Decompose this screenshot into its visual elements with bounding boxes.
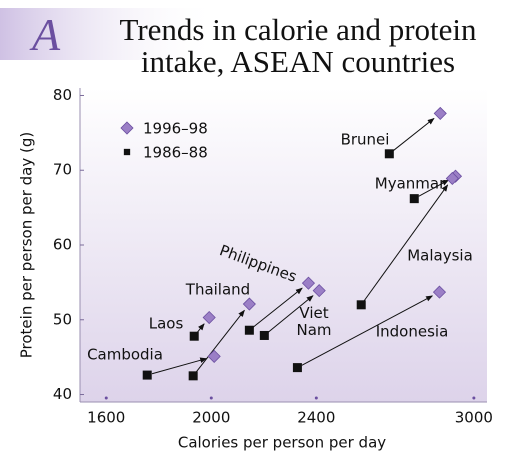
diamond-marker <box>242 297 256 311</box>
country-label: Thailand <box>185 280 251 299</box>
square-marker <box>123 148 131 156</box>
legend-label: 1986–88 <box>143 144 208 162</box>
plot-area <box>80 88 487 402</box>
diamond-marker <box>207 349 221 363</box>
diamond-marker <box>120 121 134 135</box>
diamond-marker <box>433 106 447 120</box>
square-marker <box>189 331 199 341</box>
diamond-marker <box>301 276 316 290</box>
legend-label: 1996–98 <box>143 120 208 138</box>
square-marker <box>244 325 254 335</box>
diamond-marker <box>202 310 216 325</box>
country-label: Myanmar <box>374 174 446 193</box>
y-axis-label: Protein per person per day (g) <box>18 132 36 359</box>
x-tick <box>104 396 108 400</box>
arrow <box>196 323 205 333</box>
square-marker <box>384 149 394 159</box>
arrow <box>267 295 314 333</box>
arrow <box>301 295 434 366</box>
chart-title: Trends in calorie and protein intake, AS… <box>119 12 477 79</box>
y-tick-label: 70 <box>53 161 72 179</box>
x-tick-label: 1600 <box>87 409 125 427</box>
arrow <box>392 117 435 152</box>
square-marker <box>356 300 366 310</box>
y-tick-label: 40 <box>53 385 72 403</box>
x-tick <box>314 396 318 400</box>
panel-label: A <box>32 9 61 60</box>
arrow <box>363 184 449 302</box>
arrow <box>252 287 303 328</box>
square-marker <box>292 363 302 373</box>
y-tick-label: 60 <box>53 236 72 254</box>
country-label: Viet Nam <box>296 304 332 339</box>
x-tick-label: 2400 <box>297 409 335 427</box>
x-axis-label: Calories per person per day <box>178 434 386 452</box>
country-label: Brunei <box>340 130 390 149</box>
y-tick-label: 50 <box>53 310 72 328</box>
x-tick <box>472 396 476 400</box>
country-label: Malaysia <box>407 246 473 265</box>
diamond-marker <box>432 285 447 299</box>
x-tick-label: 3000 <box>455 409 493 427</box>
arrow <box>151 357 208 375</box>
country-label: Laos <box>148 314 184 333</box>
header-band <box>0 8 220 60</box>
square-marker <box>409 194 419 204</box>
country-label: Cambodia <box>87 345 163 364</box>
y-tick-label: 80 <box>53 86 72 104</box>
country-label: Indonesia <box>375 322 449 341</box>
square-marker <box>188 371 198 381</box>
square-marker <box>259 330 269 340</box>
x-tick-label: 2000 <box>192 409 230 427</box>
diamond-marker <box>312 284 326 298</box>
diamond-marker <box>445 171 459 186</box>
arrow <box>418 179 450 197</box>
square-marker <box>142 370 152 380</box>
x-tick <box>209 396 213 400</box>
